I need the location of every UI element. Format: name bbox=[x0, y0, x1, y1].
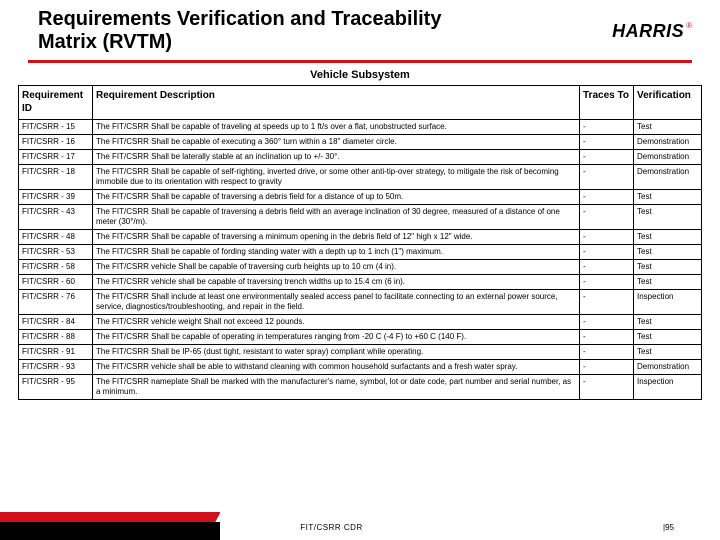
cell-verif: Test bbox=[634, 205, 702, 230]
cell-id: FIT/CSRR - 18 bbox=[19, 165, 93, 190]
table-row: FIT/CSRR - 53The FIT/CSRR Shall be capab… bbox=[19, 245, 702, 260]
page-title: Requirements Verification and Traceabili… bbox=[38, 8, 478, 54]
cell-desc: The FIT/CSRR Shall be laterally stable a… bbox=[93, 150, 580, 165]
cell-desc: The FIT/CSRR vehicle weight Shall not ex… bbox=[93, 315, 580, 330]
cell-traces: - bbox=[580, 120, 634, 135]
cell-desc: The FIT/CSRR nameplate Shall be marked w… bbox=[93, 375, 580, 400]
table-row: FIT/CSRR - 17The FIT/CSRR Shall be later… bbox=[19, 150, 702, 165]
cell-id: FIT/CSRR - 91 bbox=[19, 345, 93, 360]
cell-desc: The FIT/CSRR vehicle Shall be capable of… bbox=[93, 260, 580, 275]
cell-verif: Test bbox=[634, 275, 702, 290]
logo-text: HARRIS bbox=[612, 21, 684, 42]
cell-id: FIT/CSRR - 76 bbox=[19, 290, 93, 315]
table-row: FIT/CSRR - 91The FIT/CSRR Shall be IP-65… bbox=[19, 345, 702, 360]
cell-id: FIT/CSRR - 60 bbox=[19, 275, 93, 290]
cell-verif: Test bbox=[634, 315, 702, 330]
cell-traces: - bbox=[580, 150, 634, 165]
table-row: FIT/CSRR - 76The FIT/CSRR Shall include … bbox=[19, 290, 702, 315]
cell-id: FIT/CSRR - 17 bbox=[19, 150, 93, 165]
table-row: FIT/CSRR - 84The FIT/CSRR vehicle weight… bbox=[19, 315, 702, 330]
subsystem-label: Vehicle Subsystem bbox=[0, 67, 720, 85]
registered-icon: ® bbox=[686, 21, 692, 30]
cell-verif: Test bbox=[634, 230, 702, 245]
cell-traces: - bbox=[580, 315, 634, 330]
table-row: FIT/CSRR - 93The FIT/CSRR vehicle shall … bbox=[19, 360, 702, 375]
table-row: FIT/CSRR - 88The FIT/CSRR Shall be capab… bbox=[19, 330, 702, 345]
table-row: FIT/CSRR - 16The FIT/CSRR Shall be capab… bbox=[19, 135, 702, 150]
col-verif: Verification bbox=[634, 86, 702, 120]
cell-id: FIT/CSRR - 16 bbox=[19, 135, 93, 150]
cell-desc: The FIT/CSRR Shall be capable of travers… bbox=[93, 190, 580, 205]
cell-id: FIT/CSRR - 39 bbox=[19, 190, 93, 205]
cell-verif: Test bbox=[634, 245, 702, 260]
table-row: FIT/CSRR - 18The FIT/CSRR Shall be capab… bbox=[19, 165, 702, 190]
cell-verif: Inspection bbox=[634, 375, 702, 400]
col-req-desc: Requirement Description bbox=[93, 86, 580, 120]
cell-id: FIT/CSRR - 43 bbox=[19, 205, 93, 230]
cell-traces: - bbox=[580, 205, 634, 230]
cell-desc: The FIT/CSRR Shall be capable of fording… bbox=[93, 245, 580, 260]
table-row: FIT/CSRR - 60The FIT/CSRR vehicle shall … bbox=[19, 275, 702, 290]
cell-traces: - bbox=[580, 245, 634, 260]
cell-desc: The FIT/CSRR Shall be capable of operati… bbox=[93, 330, 580, 345]
cell-traces: - bbox=[580, 165, 634, 190]
cell-desc: The FIT/CSRR Shall be capable of traveli… bbox=[93, 120, 580, 135]
cell-id: FIT/CSRR - 88 bbox=[19, 330, 93, 345]
cell-desc: The FIT/CSRR Shall be capable of self-ri… bbox=[93, 165, 580, 190]
cell-id: FIT/CSRR - 95 bbox=[19, 375, 93, 400]
table-row: FIT/CSRR - 48The FIT/CSRR Shall be capab… bbox=[19, 230, 702, 245]
cell-verif: Test bbox=[634, 330, 702, 345]
table-row: FIT/CSRR - 39The FIT/CSRR Shall be capab… bbox=[19, 190, 702, 205]
table-row: FIT/CSRR - 95The FIT/CSRR nameplate Shal… bbox=[19, 375, 702, 400]
cell-verif: Test bbox=[634, 260, 702, 275]
cell-id: FIT/CSRR - 15 bbox=[19, 120, 93, 135]
rvtm-table: Requirement ID Requirement Description T… bbox=[18, 85, 702, 400]
cell-desc: The FIT/CSRR Shall be capable of travers… bbox=[93, 230, 580, 245]
cell-verif: Demonstration bbox=[634, 135, 702, 150]
cell-verif: Demonstration bbox=[634, 150, 702, 165]
cell-id: FIT/CSRR - 53 bbox=[19, 245, 93, 260]
cell-desc: The FIT/CSRR vehicle shall be capable of… bbox=[93, 275, 580, 290]
cell-traces: - bbox=[580, 290, 634, 315]
cell-verif: Inspection bbox=[634, 290, 702, 315]
cell-id: FIT/CSRR - 48 bbox=[19, 230, 93, 245]
cell-verif: Test bbox=[634, 190, 702, 205]
cell-traces: - bbox=[580, 275, 634, 290]
page-number: |95 bbox=[663, 523, 674, 532]
cell-desc: The FIT/CSRR vehicle shall be able to wi… bbox=[93, 360, 580, 375]
table-row: FIT/CSRR - 43The FIT/CSRR Shall be capab… bbox=[19, 205, 702, 230]
cell-traces: - bbox=[580, 135, 634, 150]
cell-desc: The FIT/CSRR Shall be capable of travers… bbox=[93, 205, 580, 230]
cell-verif: Demonstration bbox=[634, 360, 702, 375]
cell-traces: - bbox=[580, 345, 634, 360]
cell-id: FIT/CSRR - 84 bbox=[19, 315, 93, 330]
footer-center-text: FIT/CSRR CDR bbox=[0, 523, 663, 532]
cell-desc: The FIT/CSRR Shall be IP-65 (dust tight,… bbox=[93, 345, 580, 360]
col-traces: Traces To bbox=[580, 86, 634, 120]
header-divider bbox=[28, 60, 692, 63]
footer: FIT/CSRR CDR |95 bbox=[0, 523, 720, 532]
col-req-id: Requirement ID bbox=[19, 86, 93, 120]
cell-traces: - bbox=[580, 330, 634, 345]
cell-verif: Demonstration bbox=[634, 165, 702, 190]
cell-id: FIT/CSRR - 93 bbox=[19, 360, 93, 375]
cell-id: FIT/CSRR - 58 bbox=[19, 260, 93, 275]
cell-traces: - bbox=[580, 375, 634, 400]
cell-desc: The FIT/CSRR Shall include at least one … bbox=[93, 290, 580, 315]
cell-traces: - bbox=[580, 260, 634, 275]
cell-traces: - bbox=[580, 230, 634, 245]
table-header-row: Requirement ID Requirement Description T… bbox=[19, 86, 702, 120]
cell-verif: Test bbox=[634, 345, 702, 360]
brand-logo: HARRIS ® bbox=[612, 21, 692, 42]
cell-verif: Test bbox=[634, 120, 702, 135]
cell-traces: - bbox=[580, 190, 634, 205]
cell-desc: The FIT/CSRR Shall be capable of executi… bbox=[93, 135, 580, 150]
cell-traces: - bbox=[580, 360, 634, 375]
table-row: FIT/CSRR - 15The FIT/CSRR Shall be capab… bbox=[19, 120, 702, 135]
table-row: FIT/CSRR - 58The FIT/CSRR vehicle Shall … bbox=[19, 260, 702, 275]
